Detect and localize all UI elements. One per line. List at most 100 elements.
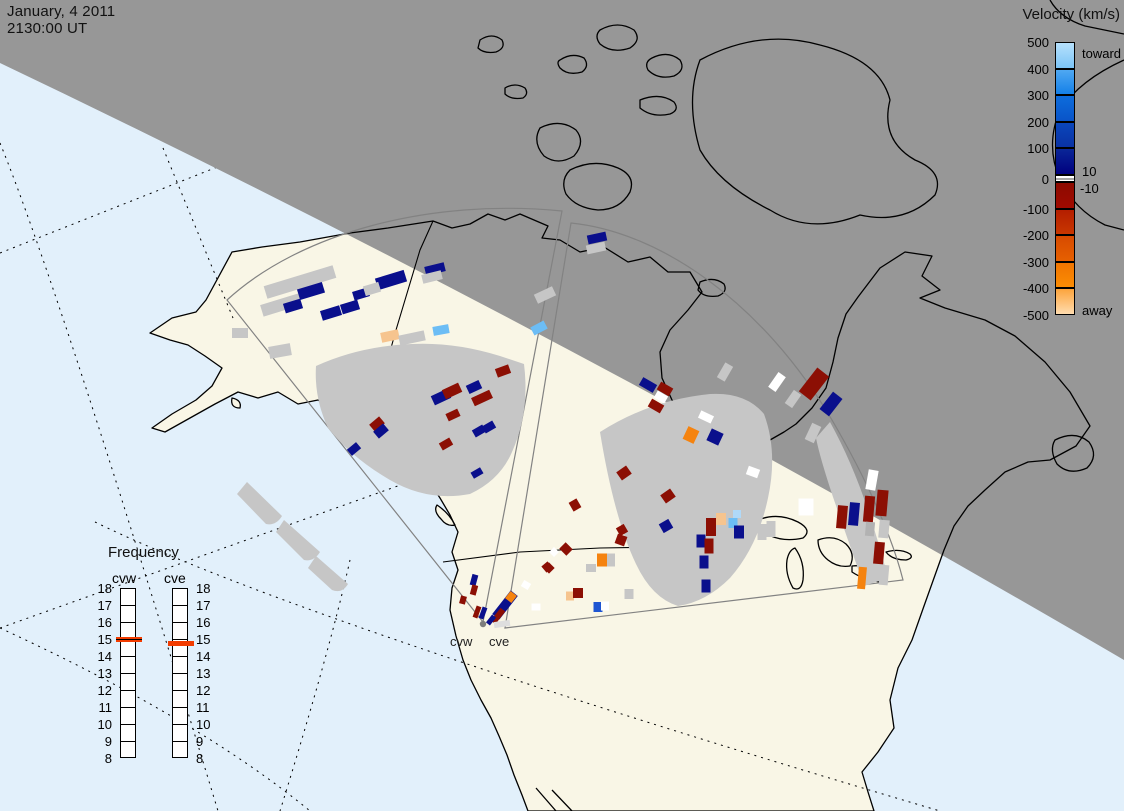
colorbar-tick-label: 200 <box>1027 114 1049 130</box>
velocity-cell <box>485 614 497 626</box>
velocity-cell <box>465 379 483 395</box>
colorbar-tick-label: 0 <box>1041 171 1049 187</box>
frequency-tick-label: 16 <box>97 615 112 630</box>
velocity-cell <box>380 329 400 343</box>
velocity-cell <box>660 488 676 504</box>
frequency-tick-label: 17 <box>97 598 112 613</box>
velocity-cell <box>268 343 292 359</box>
velocity-cell <box>864 521 876 537</box>
frequency-tick-label: 12 <box>97 683 112 698</box>
radar-label-cvw: cvw <box>450 634 473 649</box>
velocity-cell <box>647 398 665 414</box>
colorbar-segment-toward <box>1055 148 1075 175</box>
frequency-tick-label: 15 <box>97 632 112 647</box>
velocity-cell <box>624 589 634 599</box>
velocity-cell <box>757 524 767 540</box>
colorbar-segment-toward <box>1055 95 1075 122</box>
velocity-cell <box>459 595 467 605</box>
frequency-bar-tick <box>172 724 188 725</box>
velocity-cell <box>441 382 463 400</box>
velocity-cell <box>656 381 674 397</box>
colorbar-zero-line <box>1056 178 1074 180</box>
velocity-cell <box>836 505 848 529</box>
velocity-cell <box>798 498 814 516</box>
velocity-cell <box>784 389 802 409</box>
colorbar-tick-label: 100 <box>1027 141 1049 157</box>
frequency-bar-tick <box>172 605 188 606</box>
colorbar-tick-label: -200 <box>1022 228 1049 244</box>
frequency-tick-label: 11 <box>98 700 113 715</box>
radar-site-dot <box>479 620 487 628</box>
velocity-cell <box>586 564 596 572</box>
velocity-cell <box>520 579 532 591</box>
velocity-cell <box>505 590 517 604</box>
frequency-tick-label: 9 <box>104 734 112 749</box>
colorbar-tick-label: -100 <box>1022 201 1049 217</box>
velocity-cell <box>469 573 479 587</box>
ground-scatter-patch <box>315 343 526 497</box>
frequency-tick-label: 11 <box>196 700 210 715</box>
velocity-cell <box>549 547 559 557</box>
velocity-cell <box>696 534 706 548</box>
colorbar-pos-threshold: 10 <box>1082 164 1097 179</box>
colorbar-segment-away <box>1055 261 1075 289</box>
velocity-cell <box>585 241 607 255</box>
velocity-cell <box>568 498 582 512</box>
velocity-cell <box>878 519 890 539</box>
velocity-cell <box>615 523 629 537</box>
frequency-tick-label: 13 <box>196 666 211 681</box>
velocity-cell <box>865 469 879 491</box>
velocity-cell <box>638 377 658 393</box>
frequency-bar-tick <box>120 741 136 742</box>
velocity-cell <box>282 298 304 314</box>
velocity-cell <box>614 533 628 547</box>
velocity-cell <box>607 553 615 567</box>
velocity-cell <box>848 502 860 526</box>
velocity-cell <box>533 286 557 304</box>
velocity-cell <box>745 465 761 479</box>
velocity-cell <box>873 541 885 565</box>
fov-fan-cvw <box>226 207 563 624</box>
frequency-bar-tick <box>120 673 136 674</box>
velocity-cell <box>804 422 822 444</box>
frequency-bar-tick <box>172 622 188 623</box>
frequency-bar-tick <box>172 690 188 691</box>
colorbar-segment-toward <box>1055 42 1075 69</box>
colorbar-segment-away <box>1055 288 1075 315</box>
velocity-cell <box>478 606 488 620</box>
velocity-cell <box>346 442 362 456</box>
frequency-tick-label: 10 <box>196 717 211 732</box>
velocity-cell <box>862 495 876 523</box>
velocity-cell <box>490 607 506 625</box>
velocity-cell <box>798 367 830 401</box>
frequency-tick-label: 10 <box>97 717 112 732</box>
velocity-cell <box>716 513 726 525</box>
velocity-cell <box>362 281 382 297</box>
colorbar-tick-label: 400 <box>1027 61 1049 77</box>
velocity-cell <box>232 328 248 338</box>
velocity-cell <box>716 362 734 382</box>
velocity-cell <box>470 467 484 479</box>
frequency-tick-label: 15 <box>196 632 211 647</box>
frequency-tick-label: 14 <box>97 649 112 664</box>
frequency-tick-label: 9 <box>196 734 204 749</box>
frequency-marker-centerline <box>116 639 142 640</box>
velocity-cell <box>573 588 583 598</box>
velocity-cell <box>373 423 389 439</box>
velocity-cell <box>586 231 608 245</box>
colorbar-tick-label: -300 <box>1022 254 1049 270</box>
velocity-cell <box>616 465 632 481</box>
frequency-bar-tick <box>120 724 136 725</box>
colorbar-segment-toward <box>1055 68 1075 96</box>
velocity-cell <box>421 270 443 284</box>
colorbar-segment-away <box>1055 235 1075 262</box>
frequency-bar-tick <box>120 605 136 606</box>
velocity-cell <box>857 566 867 590</box>
velocity-cell <box>494 364 512 378</box>
velocity-cell <box>566 591 574 601</box>
velocity-cell <box>878 564 890 586</box>
time-text: 2130:00 UT <box>7 20 88 37</box>
velocity-cell <box>398 330 426 346</box>
velocity-cell <box>374 269 408 291</box>
